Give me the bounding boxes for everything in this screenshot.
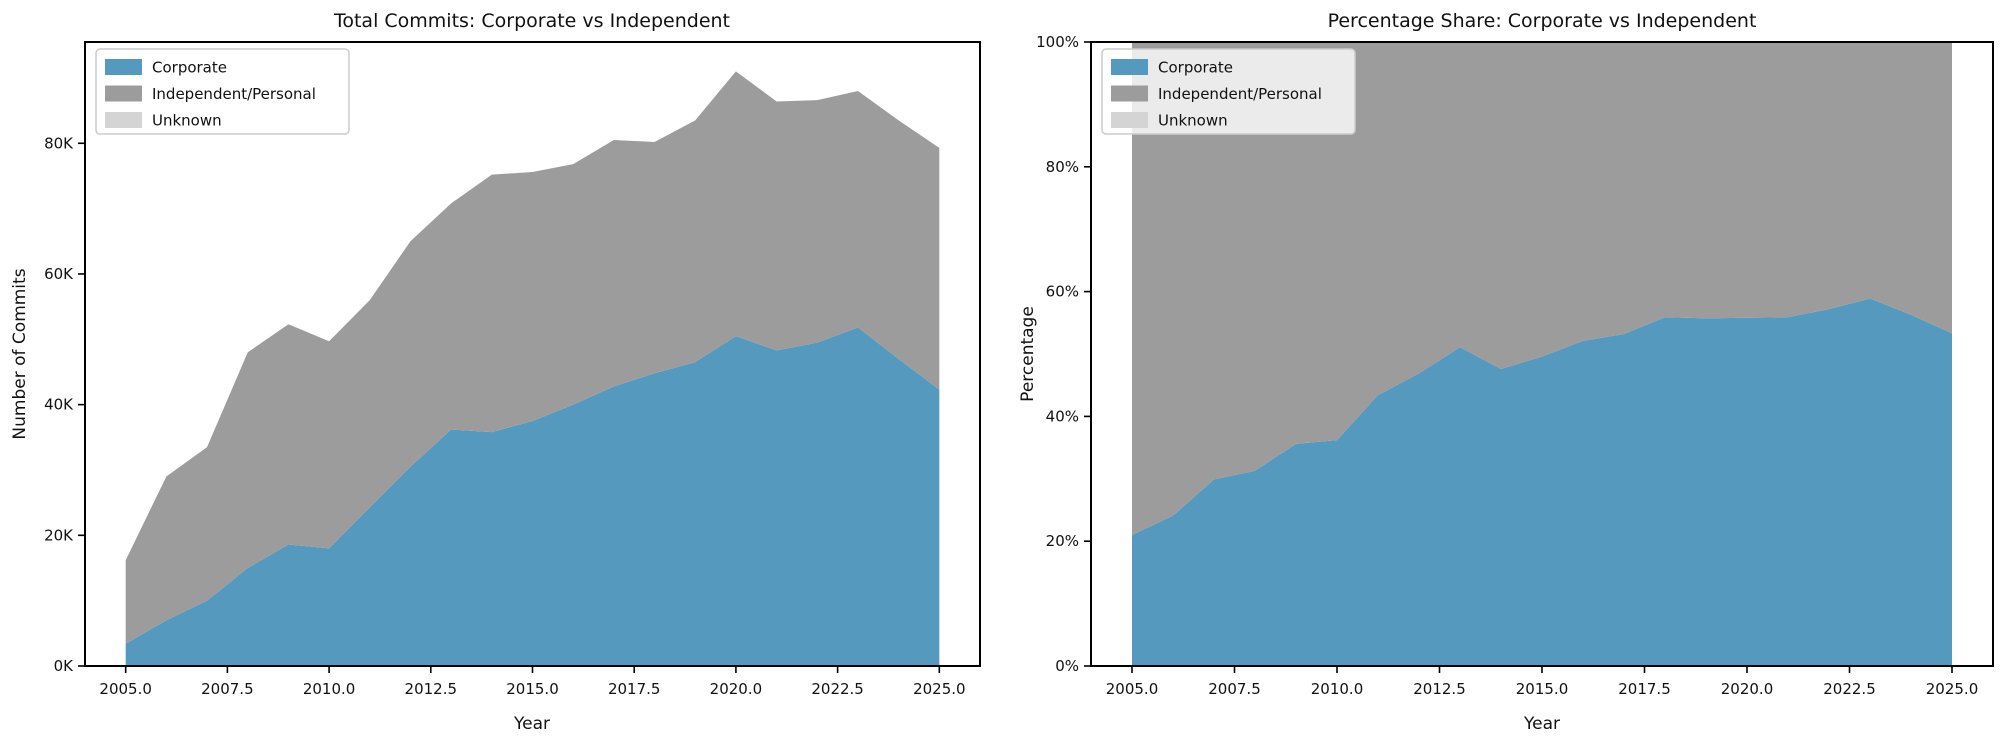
left-chart-title: Total Commits: Corporate vs Independent — [333, 10, 730, 32]
y-tick-label: 60% — [1046, 283, 1079, 301]
right-chart-axes: 2005.0 2007.5 2010.0 2012.5 2015.0 2017.5 2020… — [1036, 33, 1994, 698]
legend-box — [95, 48, 350, 135]
y-tick-label: 100% — [1036, 33, 1079, 51]
y-tick-label: 80K — [44, 134, 74, 152]
legend-swatch-independent-personal — [105, 85, 142, 102]
y-tick-label: 80% — [1046, 158, 1079, 176]
x-tick-label: 2007.5 — [1208, 680, 1261, 698]
x-tick-label: 2005.0 — [1106, 680, 1159, 698]
right-chart-ylabel: Percentage — [1018, 306, 1038, 402]
x-tick-label: 2010.0 — [1311, 680, 1364, 698]
left-chart-axes: 2005.0 2007.5 2010.0 2012.5 2015.0 2017.5 2020… — [44, 41, 981, 698]
y-tick-label: 20% — [1046, 532, 1079, 550]
area-independent-personal — [125, 71, 940, 644]
y-tick-label: 0K — [54, 657, 75, 675]
y-tick-label: 40K — [44, 396, 74, 414]
left-chart-ylabel: Number of Commits — [10, 268, 30, 439]
legend-label: Corporate — [152, 59, 227, 77]
right-chart-areas — [1132, 42, 1952, 666]
legend-swatch-unknown — [105, 112, 142, 128]
left-chart-xlabel: Year — [513, 714, 550, 734]
y-tick-label: 40% — [1046, 407, 1079, 425]
y-tick-label: 60K — [44, 265, 74, 283]
x-tick-label: 2017.5 — [608, 680, 661, 698]
x-tick-label: 2020.0 — [1721, 680, 1774, 698]
right-chart-legend: Corporate Independent/Personal Unknown — [1101, 48, 1356, 135]
area-corporate — [1132, 298, 1952, 666]
area-independent-personal — [1132, 42, 1952, 535]
right-chart-xlabel: Year — [1523, 714, 1560, 734]
percentage-share-chart: 2005.0 2007.5 2010.0 2012.5 2015.0 2017.5 2020… — [1018, 10, 1994, 734]
legend-swatch-corporate — [105, 59, 142, 75]
x-tick-label: 2012.5 — [405, 680, 458, 698]
x-tick-label: 2017.5 — [1618, 680, 1671, 698]
y-tick-label: 20K — [44, 526, 74, 544]
x-tick-label: 2025.0 — [913, 680, 966, 698]
y-tick-label: 0% — [1055, 657, 1079, 675]
total-commits-chart: 2005.0 2007.5 2010.0 2012.5 2015.0 2017.5 2020… — [10, 10, 981, 734]
x-tick-label: 2007.5 — [201, 680, 254, 698]
x-tick-label: 2012.5 — [1413, 680, 1466, 698]
left-chart-legend: Corporate Independent/Personal Unknown — [95, 48, 350, 135]
legend-swatch-independent-personal — [1111, 85, 1148, 102]
legend-box — [1101, 48, 1356, 135]
area-corporate — [125, 327, 940, 666]
x-tick-label: 2015.0 — [1516, 680, 1569, 698]
x-tick-label: 2005.0 — [99, 680, 152, 698]
legend-label: Corporate — [1158, 59, 1233, 77]
x-tick-label: 2020.0 — [710, 680, 763, 698]
legend-swatch-unknown — [1111, 112, 1148, 128]
x-tick-label: 2010.0 — [303, 680, 356, 698]
legend-swatch-corporate — [1111, 59, 1148, 75]
x-tick-label: 2022.5 — [811, 680, 864, 698]
legend-label: Independent/Personal — [152, 85, 316, 103]
legend-label: Independent/Personal — [1158, 85, 1322, 103]
x-tick-label: 2025.0 — [1926, 680, 1979, 698]
right-chart-title: Percentage Share: Corporate vs Independe… — [1328, 10, 1757, 32]
legend-label: Unknown — [1158, 112, 1228, 130]
legend-label: Unknown — [152, 112, 222, 130]
left-chart-areas — [125, 71, 940, 666]
x-tick-label: 2015.0 — [506, 680, 559, 698]
x-tick-label: 2022.5 — [1823, 680, 1876, 698]
